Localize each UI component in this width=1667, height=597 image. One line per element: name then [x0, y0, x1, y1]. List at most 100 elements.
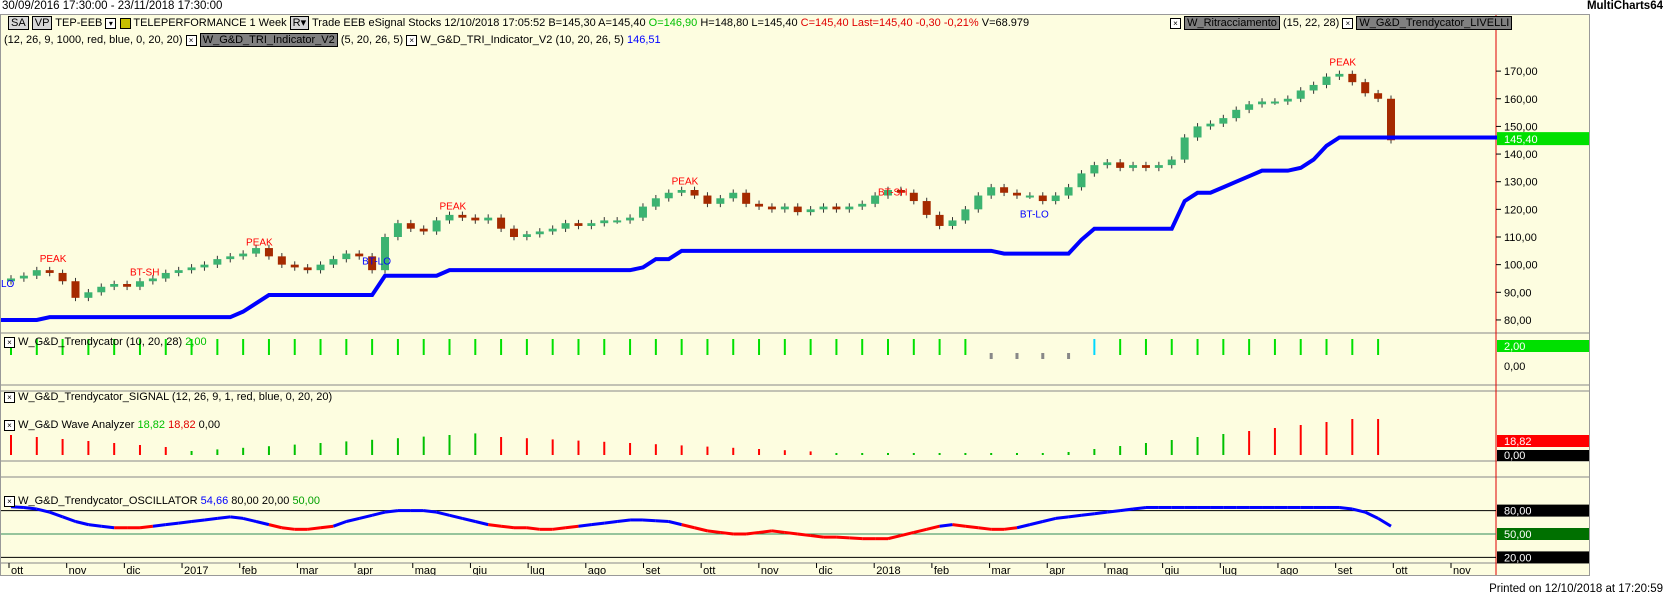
panel-wave-label: × W_G&D Wave Analyzer 18,82 18,82 0,00: [4, 418, 220, 432]
last: Last=145,40: [851, 17, 913, 29]
indicator-header-1: × W_Ritracciamento (15, 22, 28) × W_G&D_…: [1170, 16, 1513, 30]
y-tick-label: 160,00: [1504, 94, 1538, 106]
close-icon[interactable]: ×: [4, 495, 15, 507]
close-icon[interactable]: ×: [4, 336, 15, 348]
candle: [509, 228, 518, 237]
candle: [703, 195, 712, 204]
oscillator-line-segment: [604, 520, 618, 525]
oscillator-line-segment: [255, 520, 270, 527]
oscillator-line-segment: [913, 527, 928, 534]
quote-date: 12/10/2018: [444, 17, 500, 29]
close-icon[interactable]: ×: [406, 34, 418, 46]
candle: [780, 206, 789, 210]
wave-value-1: 18,82: [137, 419, 166, 431]
signal-name: W_G&D_Trendycator_SIGNAL: [18, 391, 169, 403]
x-tick-label: ott: [703, 565, 715, 575]
wave-value-2: 18,82: [168, 419, 196, 431]
candle: [548, 228, 557, 232]
oscillator-line-segment: [36, 507, 51, 514]
oscillator-line-segment: [332, 520, 347, 528]
exchange: EEB: [343, 17, 366, 29]
vp-button[interactable]: VP: [31, 16, 53, 30]
change-pct: -0,21%: [943, 17, 979, 29]
candle: [1025, 195, 1034, 198]
candle: [1012, 192, 1021, 196]
symbol-name: TELEPERFORMANCE: [133, 17, 247, 29]
candle: [793, 206, 802, 213]
candle: [71, 281, 80, 298]
oscillator-line-segment: [101, 524, 115, 530]
candle: [290, 264, 299, 268]
oscillator-line-segment: [139, 524, 154, 530]
wave-zero-marker: [1497, 450, 1589, 461]
x-tick-label: mag: [1107, 565, 1128, 575]
trade-label: Trade: [311, 17, 341, 29]
resolution-button[interactable]: R▾: [289, 16, 310, 30]
indicator-header-2: (12, 26, 9, 1000, red, blue, 0, 20, 20) …: [4, 33, 661, 47]
close-icon[interactable]: ×: [185, 34, 197, 46]
candle: [742, 192, 751, 204]
indicator-livelli[interactable]: W_G&D_Trendycator_LIVELLI: [1356, 16, 1513, 30]
chart-canvas[interactable]: 80,00 90,00 100,00 110,00 120,00 130,00 140,00…: [1, 15, 1589, 575]
oscillator-value-4: 50,00: [292, 495, 320, 507]
y-tick-label: 100,00: [1504, 260, 1538, 272]
indicator-ritracciamento[interactable]: W_Ritracciamento: [1184, 16, 1280, 30]
close-icon[interactable]: ×: [1342, 17, 1354, 29]
annotation-label: PEAK: [672, 176, 699, 187]
oscillator-line-segment: [371, 510, 386, 517]
annotation-label: PEAK: [246, 237, 273, 248]
candle: [690, 190, 699, 196]
symbol-dropdown-icon[interactable]: ▾: [105, 17, 117, 29]
panel-trendycator-label: × W_G&D_Trendycator (10, 20, 28) 2,00: [4, 335, 207, 349]
sa-button[interactable]: SA: [8, 16, 29, 30]
candle: [1374, 93, 1383, 99]
color-swatch-icon[interactable]: [119, 17, 131, 29]
close-icon[interactable]: ×: [4, 391, 15, 403]
indicator-tri-v2-a[interactable]: W_G&D_TRI_Indicator_V2: [199, 33, 338, 47]
livelli-params: (12, 26, 9, 1000, red, blue, 0, 20, 20): [4, 34, 183, 46]
oscillator-line-segment: [230, 515, 244, 520]
candle: [1206, 123, 1215, 127]
oscillator-line-segment: [1094, 510, 1108, 516]
close-icon[interactable]: ×: [4, 419, 15, 431]
oscillator-line-segment: [707, 529, 721, 534]
oscillator-line-segment: [668, 520, 683, 527]
candle: [1245, 104, 1254, 110]
candle: [819, 206, 828, 210]
candle: [613, 220, 622, 223]
candle: [148, 278, 157, 282]
close-icon[interactable]: ×: [1170, 17, 1181, 29]
candle: [909, 192, 918, 202]
candle: [355, 253, 364, 257]
oscillator-axis-label: 80,00: [1504, 506, 1532, 518]
title-bar: 30/09/2016 17:30:00 - 23/11/2018 17:30:0…: [0, 0, 1667, 14]
candle: [1090, 165, 1099, 174]
candle: [1103, 162, 1112, 166]
oscillator-line-segment: [965, 524, 979, 530]
oscillator-line-segment: [88, 523, 102, 528]
candle: [574, 223, 583, 226]
oscillator-line-segment: [320, 524, 334, 530]
candle: [497, 217, 506, 229]
candle: [987, 187, 996, 196]
trail-line: [1, 135, 1589, 322]
candle: [1309, 84, 1318, 91]
oscillator-value-3: 20,00: [261, 495, 290, 507]
candle: [7, 278, 15, 282]
candle: [45, 270, 54, 273]
annotation-label: PEAK: [1329, 58, 1356, 69]
candle: [858, 203, 867, 207]
candle: [393, 223, 402, 237]
oscillator-axis-marker: [1497, 528, 1589, 540]
candle: [716, 198, 725, 204]
candle: [884, 190, 893, 196]
indicator-tri-v2-b[interactable]: W_G&D_TRI_Indicator_V2: [420, 34, 553, 46]
oscillator-axis-label: 50,00: [1504, 529, 1532, 541]
candle: [1387, 98, 1395, 141]
ask: A=145,40: [598, 17, 646, 29]
candle: [1116, 162, 1125, 168]
candle: [381, 237, 390, 271]
oscillator-line-segment: [526, 526, 540, 531]
candle: [252, 248, 261, 254]
oscillator-line-segment: [939, 523, 953, 528]
